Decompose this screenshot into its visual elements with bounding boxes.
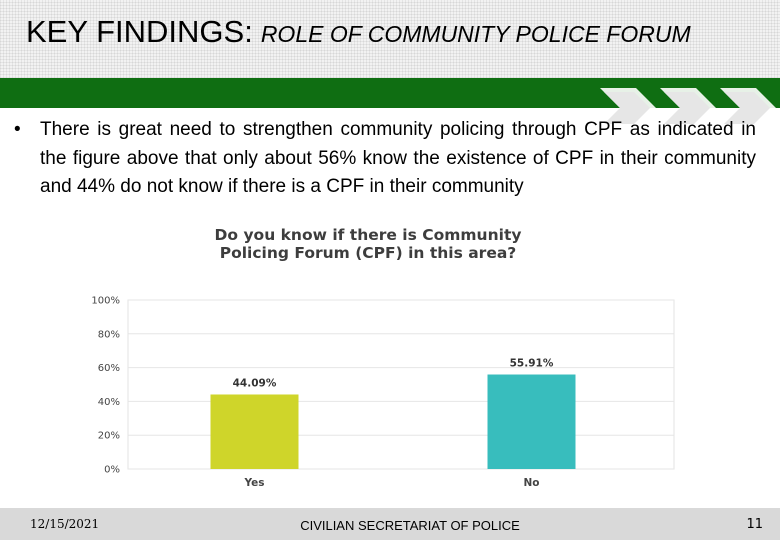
x-tick-label: Yes xyxy=(243,477,264,489)
y-tick-label: 20% xyxy=(98,431,120,442)
y-tick-label: 40% xyxy=(98,397,120,408)
data-label: 55.91% xyxy=(510,358,554,370)
chart-title-line-1: Do you know if there is Community xyxy=(214,226,522,244)
chevron-arrows-icon xyxy=(600,88,776,128)
chart-title: Do you know if there is Community Polici… xyxy=(168,226,568,262)
chart-title-line-2: Policing Forum (CPF) in this area? xyxy=(219,244,517,262)
bar-chart: 0% 20% 40% 60% 80% 100% 44.09% Yes 55.91% No xyxy=(91,296,675,489)
y-tick-label: 80% xyxy=(98,329,120,340)
bullet-symbol: • xyxy=(14,119,21,140)
bullet-text: There is great need to strengthen commun… xyxy=(40,119,756,198)
footer-date: 12/15/2021 xyxy=(30,517,100,531)
bar-no xyxy=(487,374,576,469)
x-tick-label: No xyxy=(523,477,539,489)
page-number: 11 xyxy=(746,517,763,532)
title-subtitle: ROLE OF COMMUNITY POLICE FORUM xyxy=(260,21,691,47)
title-main: KEY FINDINGS: xyxy=(26,14,253,49)
y-tick-label: 60% xyxy=(98,363,120,374)
footer-organization: CIVILIAN SECRETARIAT OF POLICE xyxy=(300,518,520,533)
slide-title: KEY FINDINGS: ROLE OF COMMUNITY POLICE FO… xyxy=(26,14,691,50)
footer: 12/15/2021 CIVILIAN SECRETARIAT OF POLIC… xyxy=(0,508,780,540)
y-tick-label: 100% xyxy=(91,296,120,307)
header-band xyxy=(0,0,780,78)
plot-area xyxy=(127,299,675,470)
bullet-point: • There is great need to strengthen comm… xyxy=(14,116,756,202)
y-tick-label: 0% xyxy=(104,465,120,476)
bar-yes xyxy=(210,394,299,469)
data-label: 44.09% xyxy=(233,377,277,389)
